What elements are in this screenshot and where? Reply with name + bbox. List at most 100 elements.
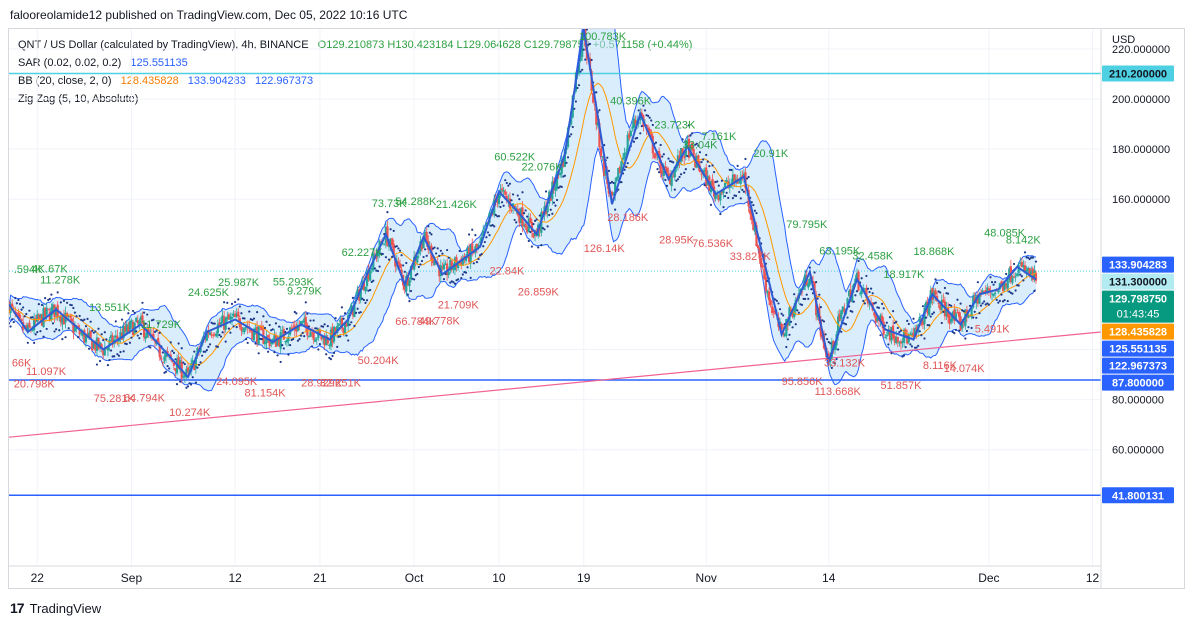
candle-body[interactable] [216,324,219,334]
candle-body[interactable] [76,325,80,328]
candle-body[interactable] [885,335,888,337]
candle-body[interactable] [672,176,675,178]
candle-body[interactable] [874,315,877,323]
candle-body[interactable] [924,302,928,306]
candle-body[interactable] [304,316,307,327]
candle-body[interactable] [452,268,455,271]
candle-body[interactable] [934,290,937,295]
legend-sar-row[interactable]: SAR (0.02, 0.02, 0.2) 125.551135 [18,54,692,72]
candle-body[interactable] [722,188,725,194]
candle-body[interactable] [1022,265,1025,268]
candle-body[interactable] [61,316,64,325]
candle-body[interactable] [460,258,463,266]
candle-body[interactable] [538,226,541,231]
candle-body[interactable] [827,353,830,360]
candle-body[interactable] [785,318,788,337]
candle-body[interactable] [18,314,22,319]
candle-body[interactable] [615,177,618,182]
candle-body[interactable] [182,376,185,378]
candle-body[interactable] [1028,268,1031,275]
candle-body[interactable] [94,341,97,351]
candle-body[interactable] [55,307,58,315]
candle-body[interactable] [769,299,772,306]
candle-body[interactable] [157,338,160,343]
candle-body[interactable] [554,186,557,191]
candle-body[interactable] [301,320,304,322]
candle-body[interactable] [937,302,940,304]
candle-body[interactable] [518,212,521,223]
candle-body[interactable] [158,344,161,358]
candle-body[interactable] [45,307,48,315]
candle-body[interactable] [673,166,676,178]
candle-body[interactable] [763,269,766,280]
candle-body[interactable] [147,329,150,334]
candle-body[interactable] [243,327,246,332]
candle-body[interactable] [859,293,862,295]
candle-body[interactable] [648,129,651,133]
candle-body[interactable] [342,327,345,333]
candle-body[interactable] [444,263,447,265]
candle-body[interactable] [767,291,771,301]
candle-body[interactable] [31,329,34,331]
candle-body[interactable] [1005,283,1008,287]
candle-body[interactable] [992,293,995,296]
candle-body[interactable] [370,267,373,270]
candle-body[interactable] [945,307,948,316]
candle-body[interactable] [758,248,761,259]
candle-body[interactable] [873,312,876,316]
candle-body[interactable] [267,335,270,338]
candle-body[interactable] [139,316,143,321]
candle-body[interactable] [326,337,329,344]
candle-body[interactable] [679,148,683,162]
candle-body[interactable] [351,306,354,316]
candle-body[interactable] [39,314,42,318]
candle-body[interactable] [287,336,290,342]
candle-body[interactable] [97,337,100,349]
candle-body[interactable] [172,362,175,366]
candle-body[interactable] [229,316,232,320]
candle-body[interactable] [555,171,559,189]
candle-body[interactable] [475,243,479,249]
candle-body[interactable] [152,333,155,340]
candle-body[interactable] [136,320,139,324]
candle-body[interactable] [647,127,650,132]
candle-body[interactable] [632,118,636,128]
candle-body[interactable] [581,41,584,57]
candle-body[interactable] [241,330,245,332]
candle-body[interactable] [254,328,257,331]
candle-body[interactable] [595,107,598,125]
candle-body[interactable] [756,245,760,249]
candle-body[interactable] [124,326,127,332]
trend-line[interactable] [9,331,1101,438]
candle-body[interactable] [865,288,868,298]
candle-body[interactable] [290,328,293,330]
candle-body[interactable] [251,329,254,339]
candle-body[interactable] [406,274,409,285]
candle-body[interactable] [921,320,925,326]
candle-body[interactable] [227,314,230,320]
candle-body[interactable] [618,166,621,174]
candle-body[interactable] [84,335,88,343]
candle-body[interactable] [420,241,424,250]
candle-body[interactable] [86,333,89,335]
candle-body[interactable] [612,193,615,195]
candle-body[interactable] [431,259,435,263]
bollinger-basis-line[interactable] [9,82,1037,366]
candle-body[interactable] [942,299,945,303]
candle-body[interactable] [987,288,990,291]
candle-body[interactable] [403,286,406,290]
candle-body[interactable] [135,317,138,322]
candle-body[interactable] [967,315,970,318]
candle-body[interactable] [598,123,601,148]
candle-body[interactable] [433,260,436,266]
candle-body[interactable] [972,295,975,308]
candle-body[interactable] [312,332,315,340]
candle-body[interactable] [337,323,340,326]
candle-body[interactable] [166,351,169,354]
candle-body[interactable] [106,347,110,351]
candle-body[interactable] [731,174,735,184]
candle-body[interactable] [910,333,914,335]
candle-body[interactable] [185,368,188,374]
candle-body[interactable] [692,148,695,156]
candle-body[interactable] [953,309,956,321]
